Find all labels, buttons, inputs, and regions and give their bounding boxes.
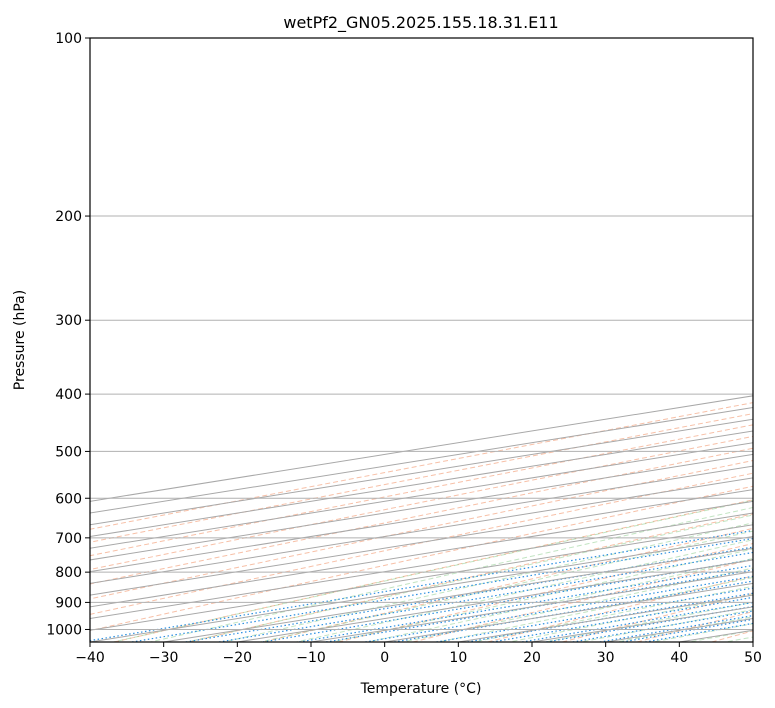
isotherm (90, 500, 753, 608)
isotherms (90, 395, 753, 642)
x-tick-label: 10 (449, 650, 467, 666)
mixing-ratio-lines (90, 529, 753, 642)
mixing-ratio-line (492, 596, 753, 642)
y-tick-label: 900 (55, 595, 82, 611)
y-tick-label: 500 (55, 444, 82, 460)
y-tick-label: 300 (55, 313, 82, 329)
mixing-ratio-line (131, 537, 753, 642)
x-tick-label: −40 (75, 650, 105, 666)
isotherm (90, 535, 753, 642)
dry-adiabat (90, 485, 753, 632)
y-axis-ticks: 100 200 300 400 500 600 700 800 900 1000 (46, 31, 90, 638)
x-tick-label: 40 (670, 650, 688, 666)
isotherm (90, 524, 753, 631)
y-tick-label: 200 (55, 209, 82, 225)
dry-adiabat (90, 424, 753, 557)
y-tick-label: 1000 (46, 622, 82, 638)
dry-adiabat (90, 460, 753, 600)
x-tick-label: 50 (744, 650, 762, 666)
x-axis-ticks: −40 −30 −20 −10 0 10 20 30 40 50 (75, 642, 762, 666)
dry-adiabat (188, 513, 753, 642)
x-axis-label: Temperature (°C) (360, 681, 482, 697)
chart-title: wetPf2_GN05.2025.155.18.31.E11 (283, 13, 558, 33)
y-axis-label: Pressure (hPa) (12, 290, 28, 390)
mixing-ratio-line (185, 546, 753, 642)
x-tick-label: 20 (523, 650, 541, 666)
x-tick-label: −20 (223, 650, 253, 666)
dry-adiabat (113, 499, 753, 642)
isotherm (90, 489, 753, 596)
x-tick-label: −30 (149, 650, 179, 666)
dry-adiabat (90, 447, 753, 585)
plot-frame (89, 37, 754, 643)
mixing-ratio-line (90, 529, 753, 642)
y-tick-label: 700 (55, 531, 82, 547)
isotherm (90, 453, 753, 561)
dry-adiabat (90, 435, 753, 571)
x-tick-label: 0 (380, 650, 389, 666)
mixing-ratio-line (467, 592, 753, 642)
y-tick-label: 400 (55, 387, 82, 403)
x-tick-label: −10 (296, 650, 326, 666)
y-tick-label: 100 (55, 31, 82, 47)
isotherm (90, 442, 753, 549)
isotherm (90, 477, 753, 584)
dry-adiabat (90, 413, 753, 543)
y-tick-label: 800 (55, 565, 82, 581)
isotherm (90, 465, 753, 573)
x-tick-label: 30 (597, 650, 615, 666)
isotherm (90, 512, 753, 620)
isobars (90, 38, 753, 630)
dry-adiabat (263, 527, 753, 642)
mixing-ratio-line (436, 587, 753, 642)
y-tick-label: 600 (55, 491, 82, 507)
